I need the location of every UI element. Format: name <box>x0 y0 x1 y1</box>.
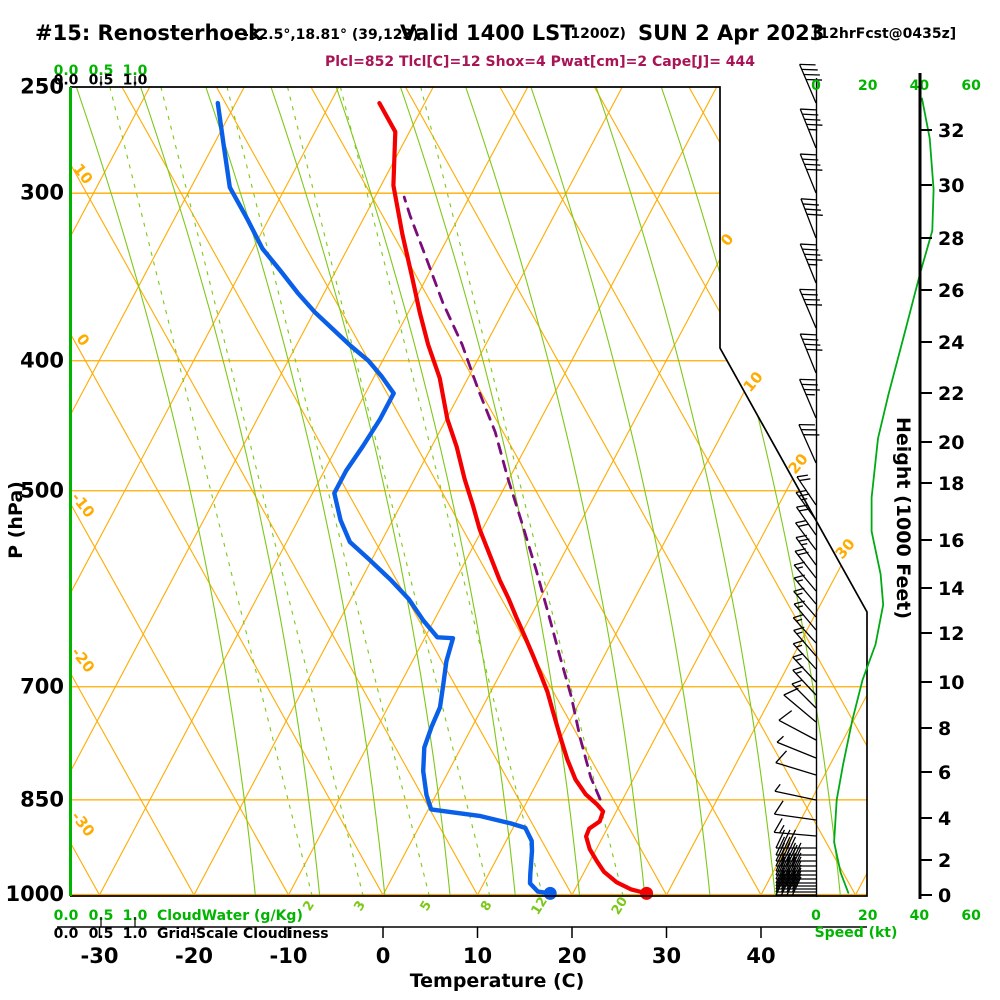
svg-text:-30: -30 <box>68 808 99 840</box>
svg-text:0.0: 0.0 <box>54 926 79 942</box>
svg-text:60: 60 <box>961 78 981 94</box>
svg-text:3: 3 <box>351 898 369 914</box>
svg-text:8: 8 <box>938 718 951 740</box>
svg-text:Height (1000 Feet): Height (1000 Feet) <box>892 417 914 619</box>
svg-text:1.0: 1.0 <box>123 908 148 924</box>
svg-text:40: 40 <box>746 944 775 968</box>
svg-text:16: 16 <box>938 530 964 552</box>
wind-barbs <box>773 63 823 897</box>
svg-text:30: 30 <box>832 535 859 563</box>
svg-text:26: 26 <box>938 280 964 302</box>
svg-text:0.5: 0.5 <box>89 926 114 942</box>
svg-text:20: 20 <box>858 78 878 94</box>
svg-text:0: 0 <box>376 944 391 968</box>
speed-axis: 00202040406060Speed (kt) <box>811 78 981 941</box>
svg-text:20: 20 <box>557 944 586 968</box>
svg-text:300: 300 <box>20 181 64 205</box>
zulu-time: (1200Z) <box>564 26 626 42</box>
svg-text:0.0: 0.0 <box>54 908 79 924</box>
svg-text:0: 0 <box>811 908 821 924</box>
svg-text:2: 2 <box>300 898 318 914</box>
svg-text:22: 22 <box>938 383 964 405</box>
temperature-axis: -30 -20 -10 0 10 20 30 40 Temperature (C) <box>57 926 867 992</box>
svg-text:1.0: 1.0 <box>123 63 148 79</box>
surface-dewpoint-dot <box>543 886 557 900</box>
svg-text:24: 24 <box>938 332 964 354</box>
svg-text:20: 20 <box>609 894 631 917</box>
svg-text:10: 10 <box>69 160 96 188</box>
svg-text:30: 30 <box>938 175 964 197</box>
svg-text:18: 18 <box>938 473 964 495</box>
svg-text:Temperature (C): Temperature (C) <box>410 970 585 992</box>
svg-text:28: 28 <box>938 228 964 250</box>
svg-text:10: 10 <box>463 944 492 968</box>
svg-text:0.5: 0.5 <box>89 908 114 924</box>
station-coords: -32.5°,18.81° (39,123) <box>243 27 419 43</box>
svg-text:-10: -10 <box>270 944 308 968</box>
temperature-curve <box>377 100 649 896</box>
surface-temperature-dot <box>640 886 654 900</box>
sounding-curves <box>215 100 649 896</box>
svg-text:0.0: 0.0 <box>54 63 79 79</box>
svg-text:20: 20 <box>938 432 964 454</box>
stability-parameters: Plcl=852 Tlcl[C]=12 Shox=4 Pwat[cm]=2 Ca… <box>324 54 756 70</box>
svg-text:20: 20 <box>858 908 878 924</box>
svg-text:2: 2 <box>938 850 951 872</box>
svg-text:-20: -20 <box>68 644 99 676</box>
svg-text:6: 6 <box>938 762 951 784</box>
svg-text:14: 14 <box>938 578 964 600</box>
svg-text:5: 5 <box>418 898 436 914</box>
dewpoint-curve <box>215 100 553 896</box>
svg-text:700: 700 <box>20 674 64 698</box>
cloud-scales: 0.00.00.50.51.01.00.00.00.50.51.01.0Clou… <box>54 63 329 942</box>
svg-text:10: 10 <box>938 672 964 694</box>
svg-text:-10: -10 <box>68 489 99 521</box>
station-title: #15: Renosterhoek <box>35 21 263 45</box>
svg-text:20: 20 <box>785 450 812 478</box>
svg-text:Speed (kt): Speed (kt) <box>815 925 898 941</box>
grid-lines <box>70 87 867 896</box>
svg-text:0.0: 0.0 <box>54 73 79 89</box>
forecast-tag: [12hrFcst@0435z] <box>813 26 957 42</box>
svg-text:Grid-Scale Cloudiness: Grid-Scale Cloudiness <box>157 926 329 942</box>
svg-text:1000: 1000 <box>6 882 64 906</box>
svg-text:12: 12 <box>938 623 964 645</box>
svg-text:400: 400 <box>20 348 64 372</box>
svg-text:0: 0 <box>73 330 94 349</box>
svg-text:-20: -20 <box>175 944 213 968</box>
svg-text:40: 40 <box>910 908 930 924</box>
svg-text:30: 30 <box>652 944 681 968</box>
svg-text:0: 0 <box>811 78 821 94</box>
svg-text:CloudWater (g/Kg): CloudWater (g/Kg) <box>157 908 303 924</box>
valid-time: Valid 1400 LST <box>400 21 575 45</box>
valid-date: SUN 2 Apr 2023 <box>638 21 825 45</box>
title-bar: #15: Renosterhoek -32.5°,18.81° (39,123)… <box>0 0 1000 56</box>
svg-text:250: 250 <box>20 75 64 99</box>
svg-text:4: 4 <box>938 808 951 830</box>
svg-text:0: 0 <box>938 885 951 907</box>
svg-text:P (hPa): P (hPa) <box>5 481 27 559</box>
plot-boundary <box>70 86 868 897</box>
svg-text:0.5: 0.5 <box>89 63 114 79</box>
svg-text:1.0: 1.0 <box>123 926 148 942</box>
svg-text:500: 500 <box>20 478 64 502</box>
pressure-axis: 250 300 400 500 700 850 1000 P (hPa) <box>5 75 64 907</box>
svg-text:850: 850 <box>20 787 64 811</box>
svg-text:60: 60 <box>961 908 981 924</box>
svg-text:-30: -30 <box>81 944 119 968</box>
svg-text:32: 32 <box>938 120 964 142</box>
parcel-curve <box>402 195 602 801</box>
svg-text:8: 8 <box>478 898 496 914</box>
